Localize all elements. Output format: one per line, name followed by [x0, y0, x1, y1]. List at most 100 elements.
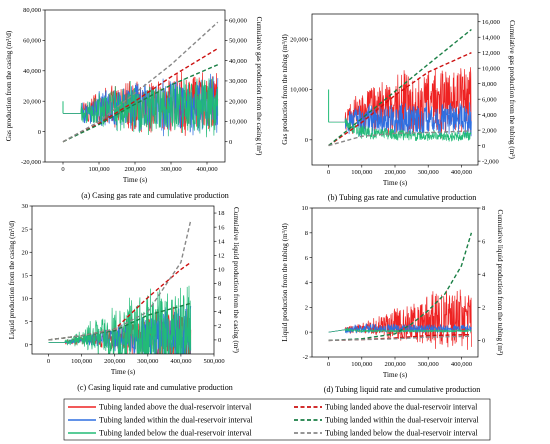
y2-tick-label-b: 16,000: [482, 19, 500, 26]
y2-tick-label-c: 14: [218, 238, 225, 245]
panel-c-casing-liquid: 0 100,000 200,000 300,000 400,000 500,000 0 5 10…: [8, 203, 240, 376]
y-tick-label-d: 6: [305, 255, 309, 262]
y-axis-label-d: Liquid production from the tubing (m³/d): [281, 223, 289, 342]
y2-axis-label-a: Cumulative gas production from the casin…: [255, 17, 263, 156]
x-tick-label-a: 0: [61, 166, 64, 173]
x-tick-label-a: 100,000: [88, 166, 109, 173]
x-tick-label-d: 200,000: [384, 361, 405, 368]
x-tick-label-c: 200,000: [104, 358, 125, 365]
y-tick-label-d: -2: [303, 354, 308, 361]
x-tick-label-c: 0: [47, 358, 50, 365]
plot-frame-a: [44, 9, 226, 163]
caption-b: (b) Tubing gas rate and cumulative produ…: [328, 193, 476, 202]
y2-axis-label-d: Cumulative liquid production from the tu…: [496, 210, 504, 356]
y2-tick-label-c: 8: [218, 281, 221, 288]
y2-tick-label-d: 4: [482, 271, 486, 278]
y2-tick-label-a: 10,000: [229, 119, 247, 126]
y2-tick-label-c: 0: [218, 337, 221, 344]
x-tick-label-c: 100,000: [71, 358, 92, 365]
y-tick-label-b: 20,000: [290, 36, 308, 43]
y2-tick-label-b: 0: [482, 143, 485, 150]
y2-tick-label-d: 2: [482, 305, 485, 312]
plot-area-d: [328, 232, 473, 350]
y2-tick-label-a: 0: [229, 139, 232, 146]
x-tick-label-c: 500,000: [203, 358, 224, 365]
y-tick-label-c: 20: [22, 249, 29, 256]
rate-series-below: [328, 326, 472, 334]
y2-axis-label-c: Cumulative liquid production from the ca…: [232, 207, 240, 353]
legend-label: Tubing landed within the dual-reservoir …: [99, 416, 253, 425]
y-tick-label-a: 40,000: [23, 68, 41, 75]
panel-a-casing-gas: 0 100,000 200,000 300,000 400,000 -20,000 0 20,…: [5, 7, 263, 184]
y2-tick-label-b: 8,000: [482, 81, 497, 88]
cum-series-within: [328, 232, 473, 342]
y-axis-label-a: Gas production from the casing (m³/d): [5, 30, 13, 141]
x-axis-label-d: Time (s): [383, 371, 408, 379]
y2-tick-label-c: 4: [218, 309, 222, 316]
y-tick-label-b: 10,000: [290, 87, 308, 94]
x-tick-label-d: 0: [327, 361, 330, 368]
cum-series-below: [48, 219, 192, 341]
y2-tick-label-d: 6: [482, 238, 486, 245]
plot-frame-c: [31, 205, 215, 355]
x-tick-label-a: 400,000: [196, 166, 217, 173]
x-tick-label-d: 400,000: [451, 361, 472, 368]
y-tick-label-a: 80,000: [23, 7, 41, 14]
y2-tick-label-c: 12: [218, 253, 225, 260]
y2-tick-label-b: 4,000: [482, 112, 497, 119]
plot-area-a: [62, 21, 219, 143]
legend-label: Tubing landed below the dual-reservoir i…: [325, 429, 479, 438]
x-axis-label-c: Time (s): [111, 368, 136, 376]
y-axis-label-c: Liquid production from the casing (m³/d): [8, 220, 16, 339]
cum-series-above: [328, 52, 472, 147]
y-tick-label-c: 0: [25, 342, 28, 349]
cum-series-within: [328, 28, 472, 147]
x-tick-label-b: 0: [327, 169, 330, 176]
legend: Tubing landed above the dual-reservoir i…: [63, 398, 491, 441]
y-tick-label-d: 10: [302, 205, 309, 212]
y-tick-label-a: 0: [38, 129, 41, 136]
y2-tick-label-a: 30,000: [229, 78, 247, 85]
y2-tick-label-a: 60,000: [229, 17, 247, 24]
y-tick-label-a: 20,000: [23, 98, 41, 105]
y-tick-label-d: 8: [305, 230, 308, 237]
y2-tick-label-a: 40,000: [229, 58, 247, 65]
y-tick-label-c: 15: [22, 273, 29, 280]
y-tick-label-a: 60,000: [23, 38, 41, 45]
caption-a: (a) Casing gas rate and cumulative produ…: [81, 191, 229, 200]
caption-c: (c) Casing liquid rate and cumulative pr…: [77, 383, 233, 392]
y2-tick-label-b: 10,000: [482, 65, 500, 72]
x-tick-label-b: 400,000: [451, 169, 472, 176]
cum-series-below: [328, 130, 472, 147]
y-tick-label-d: 2: [305, 305, 308, 312]
y2-tick-label-d: 0: [482, 338, 485, 345]
y2-tick-label-b: 6,000: [482, 96, 497, 103]
x-tick-label-c: 300,000: [137, 358, 158, 365]
y2-tick-label-c: 2: [218, 323, 221, 330]
x-tick-label-a: 300,000: [160, 166, 181, 173]
panel-b-tubing-gas: 0 100,000 200,000 300,000 400,000 0 10,000 20,0…: [281, 13, 516, 187]
y2-tick-label-b: 14,000: [482, 34, 500, 41]
y2-tick-label-a: 50,000: [229, 38, 247, 45]
cum-series-below: [62, 21, 219, 143]
panel-d-tubing-liquid: 0 100,000 200,000 300,000 400,000 -2 0 2 4 6 8 10 0 2…: [281, 205, 504, 379]
rate-series-below: [63, 78, 219, 138]
y2-tick-label-d: 8: [482, 205, 485, 212]
y2-tick-label-b: -2,000: [482, 158, 499, 165]
caption-d: (d) Tubing liquid rate and cumulative pr…: [324, 385, 480, 394]
plot-area-c: [48, 219, 192, 354]
y-tick-label-b: 0: [305, 137, 308, 144]
y2-tick-label-c: 10: [218, 267, 225, 274]
y-axis-label-b: Gas production from the tubing (m³/d): [281, 34, 289, 145]
x-tick-label-d: 100,000: [351, 361, 372, 368]
x-tick-label-b: 300,000: [418, 169, 439, 176]
cum-series-within: [62, 64, 219, 143]
x-tick-label-b: 200,000: [384, 169, 405, 176]
y-tick-label-d: 0: [305, 329, 308, 336]
y-tick-label-c: 10: [22, 296, 29, 303]
y2-tick-label-a: 20,000: [229, 98, 247, 105]
y2-tick-label-c: 16: [218, 224, 225, 231]
legend-label: Tubing landed above the dual-reservoir i…: [99, 403, 252, 412]
